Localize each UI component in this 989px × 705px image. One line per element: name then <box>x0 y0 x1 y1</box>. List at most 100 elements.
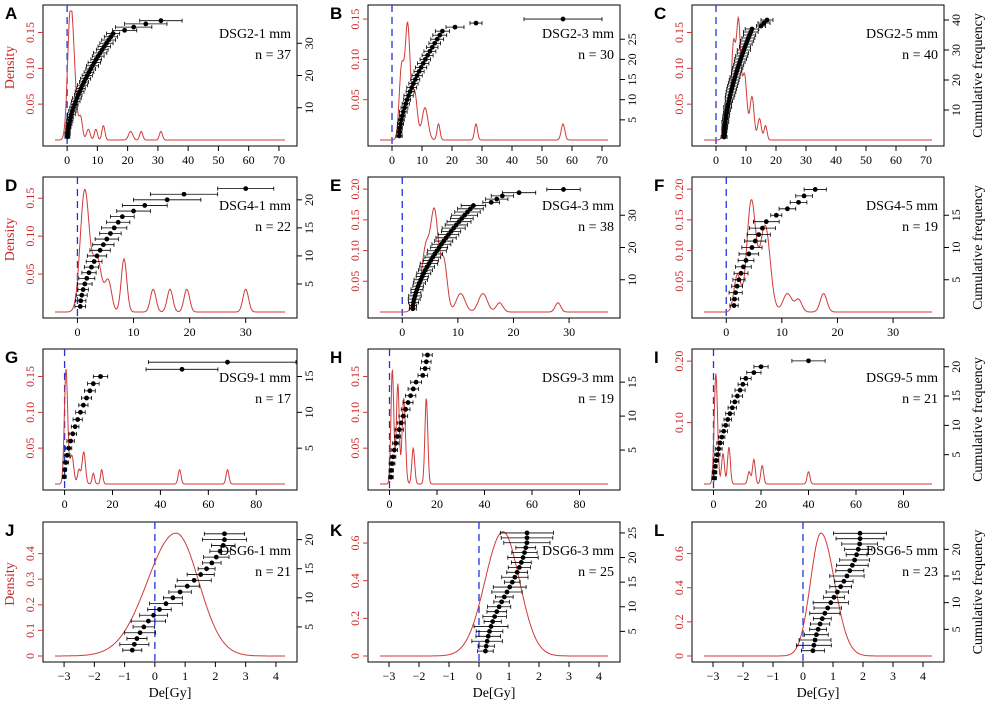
dose-point <box>811 642 817 648</box>
dose-point <box>94 253 100 259</box>
density-tick-label: 0.05 <box>672 271 686 292</box>
x-tick-label: 80 <box>574 497 586 511</box>
x-tick-label: 80 <box>250 497 262 511</box>
density-tick-label: 0.05 <box>23 94 37 115</box>
freq-tick-label: 10 <box>949 242 963 254</box>
density-curve <box>704 373 932 485</box>
x-tick-label: 0 <box>711 497 717 511</box>
freq-tick-label: 15 <box>949 390 963 402</box>
density-tick-label: 0 <box>348 653 362 659</box>
density-tick-label: 0.3 <box>23 572 37 587</box>
freq-tick-label: 10 <box>302 406 316 418</box>
density-tick-label: 0.15 <box>348 366 362 387</box>
dose-point <box>432 40 438 46</box>
dose-point <box>422 366 428 371</box>
density-tick-label: 0.1 <box>23 623 37 638</box>
freq-tick-label: 20 <box>625 242 639 254</box>
dose-point <box>801 193 807 199</box>
x-tick-label: 0 <box>476 669 482 683</box>
freq-tick-label: 30 <box>625 209 639 221</box>
density-tick-label: 0.2 <box>348 611 362 626</box>
dose-point <box>402 105 407 111</box>
panel-D: D 0 10 20 30 0.05 0.10 0.15 5 10 15 20 DSG4-1 mm n = … <box>5 176 316 339</box>
dose-point <box>213 554 219 560</box>
dose-point <box>855 546 861 552</box>
x-tick-label: 20 <box>122 153 134 167</box>
dose-point <box>737 387 743 393</box>
dose-point <box>733 290 739 296</box>
dose-point <box>828 600 834 606</box>
x-tick-label: 2 <box>212 669 218 683</box>
freq-tick-label: 30 <box>949 44 963 56</box>
freq-tick-label: 5 <box>949 626 963 632</box>
x-tick-label: 50 <box>860 153 872 167</box>
x-tick-label: 20 <box>831 325 843 339</box>
dose-point <box>62 467 68 473</box>
freq-tick-label: 5 <box>302 445 316 451</box>
x-tick-label: 2 <box>536 669 542 683</box>
sample-count: n = 37 <box>255 48 291 63</box>
x-tick-label: 10 <box>91 153 103 167</box>
dose-point <box>407 89 413 95</box>
x-tick-label: 40 <box>830 153 842 167</box>
x-tick-label: 1 <box>182 669 188 683</box>
density-tick-label: 0.15 <box>23 366 37 387</box>
sample-count: n = 25 <box>578 565 614 580</box>
x-tick-label: 20 <box>446 153 458 167</box>
dose-point <box>516 190 522 196</box>
dose-point <box>838 584 844 590</box>
dose-point <box>752 238 758 244</box>
dose-point <box>448 228 454 234</box>
x-tick-label: −1 <box>443 669 456 683</box>
dose-point <box>80 402 86 408</box>
dose-point <box>403 101 409 107</box>
dose-point <box>524 540 530 546</box>
sample-label: DSG9-1 mm <box>219 371 291 386</box>
x-tick-label: 0 <box>387 497 393 511</box>
dose-point <box>429 44 435 50</box>
dose-point <box>749 245 755 250</box>
dose-point <box>451 225 457 231</box>
freq-tick-label: 10 <box>625 410 639 422</box>
dose-point <box>78 298 84 304</box>
dose-point <box>143 21 149 27</box>
density-tick-label: 0.10 <box>23 402 37 423</box>
density-axis-title: Density <box>3 46 18 90</box>
dose-point <box>785 206 790 212</box>
x-tick-label: −1 <box>118 669 131 683</box>
dose-point <box>729 405 735 411</box>
dose-point <box>740 264 746 270</box>
dose-point <box>751 370 757 375</box>
x-tick-label: 60 <box>850 497 862 511</box>
cumfreq-axis-title: Cumulative frequency <box>971 185 986 310</box>
dose-point <box>217 548 223 554</box>
dose-point <box>516 564 522 570</box>
dose-point <box>400 109 406 115</box>
dose-point <box>822 610 828 616</box>
dose-point <box>812 187 818 192</box>
density-tick-label: 0.4 <box>23 546 37 561</box>
sample-count: n = 30 <box>578 48 614 63</box>
freq-tick-label: 10 <box>302 102 316 114</box>
density-tick-label: 0.20 <box>672 179 686 200</box>
x-tick-label: 1 <box>830 669 836 683</box>
dose-point <box>122 27 128 33</box>
dose-point <box>465 209 470 215</box>
dose-point <box>814 632 819 638</box>
dose-point <box>66 445 72 451</box>
x-axis-title: De[Gy] <box>797 686 840 701</box>
dose-point <box>453 222 459 228</box>
freq-tick-label: 40 <box>949 14 963 26</box>
panel-K: K −3 −2 −1 0 1 2 3 4 0 0.2 0.4 0.6 5 10 15 20 25 DSG6-3 mm… <box>330 521 639 683</box>
density-tick-label: 0.10 <box>672 58 686 79</box>
dose-point <box>72 424 78 430</box>
dose-point <box>732 296 737 302</box>
dose-point <box>810 648 816 654</box>
x-tick-label: −3 <box>707 669 720 683</box>
dose-point <box>841 578 847 584</box>
density-curve <box>380 369 608 485</box>
dose-point <box>732 399 738 405</box>
dose-point <box>412 77 418 82</box>
panel-E: E 0 10 20 30 0.05 0.10 0.15 0.20 10 20 30 DSG4-3 mm n… <box>330 176 639 339</box>
x-tick-label: −2 <box>413 669 426 683</box>
